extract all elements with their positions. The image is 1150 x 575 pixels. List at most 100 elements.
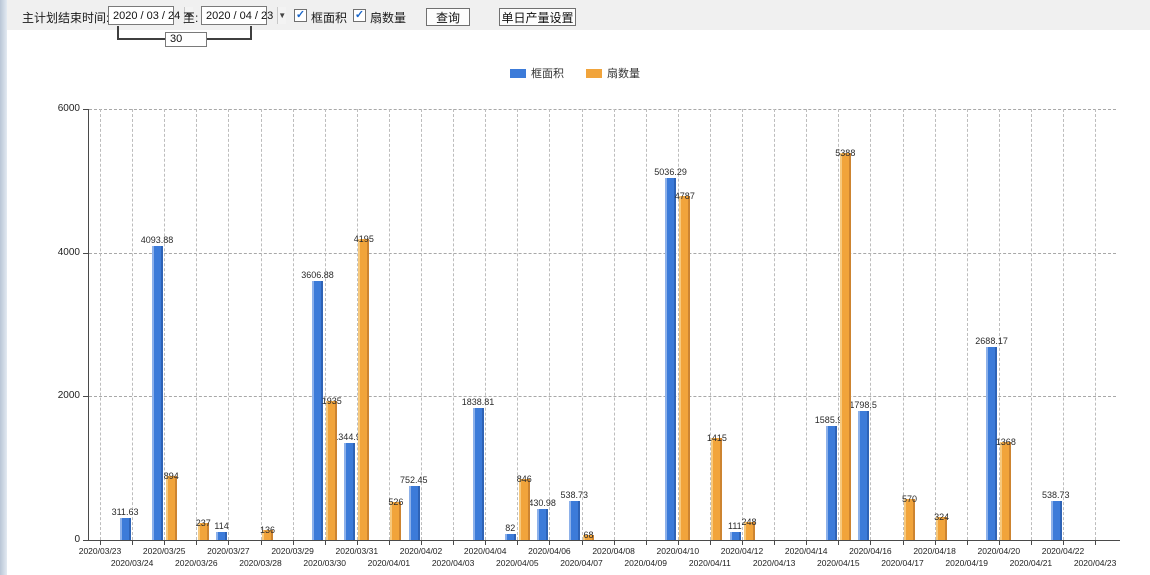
daily-output-settings-button[interactable]: 单日产量设置: [499, 8, 576, 26]
x-axis-date-label: 2020/04/12: [720, 546, 764, 556]
x-gridline: [453, 109, 455, 540]
x-axis-date-label: 2020/04/16: [849, 546, 892, 556]
x-axis-date-label: 2020/03/28: [239, 558, 282, 568]
x-gridline: [260, 109, 262, 540]
bar-fan-count: [197, 522, 209, 540]
x-gridline: [966, 109, 968, 540]
bar-value-label: 1368: [995, 436, 1016, 447]
date-to-value: 2020 / 04 / 23: [206, 9, 274, 22]
bar-frame-area: [729, 532, 741, 540]
x-axis-tick: [870, 541, 872, 545]
x-gridline: [1063, 109, 1064, 540]
bar-fan-count: [326, 401, 338, 540]
bar-value-label: 1838.81: [461, 396, 495, 407]
bar-frame-area: [857, 410, 869, 540]
legend-label: 扇数量: [607, 68, 640, 80]
y-axis-tick: [83, 109, 88, 110]
x-gridline: [934, 109, 936, 540]
bar-value-label: 4787: [674, 191, 695, 202]
check-icon: ✓: [295, 9, 306, 21]
y-axis-tick: [83, 396, 88, 398]
x-axis-tick: [100, 541, 101, 545]
chevron-down-icon[interactable]: ▼: [277, 7, 287, 24]
y-axis-tick-label: 4000: [57, 246, 80, 258]
bar-value-label: 526: [388, 497, 404, 508]
x-gridline: [645, 109, 647, 540]
bar-fan-count: [583, 535, 594, 540]
x-axis-tick: [196, 541, 198, 545]
bracket-line-right-vertical: [250, 26, 252, 40]
bar-frame-area: [151, 245, 163, 540]
interval-days-input[interactable]: 30: [165, 32, 207, 47]
x-axis-date-label: 2020/04/02: [399, 546, 443, 556]
x-axis-date-label: 2020/03/25: [142, 546, 186, 556]
x-axis-date-label: 2020/03/29: [271, 546, 314, 556]
bar-value-label: 4195: [353, 233, 374, 244]
bar-fan-count: [839, 152, 851, 540]
x-axis-tick: [677, 541, 679, 545]
bar-value-label: 237: [195, 517, 211, 528]
query-button[interactable]: 查询: [426, 8, 470, 26]
bar-value-label: 136: [260, 525, 276, 536]
bar-frame-area: [312, 280, 324, 540]
bar-frame-area: [569, 501, 580, 540]
y-axis-tick: [83, 252, 88, 254]
x-gridline: [517, 109, 519, 540]
x-axis-date-label: 2020/04/22: [1041, 546, 1085, 556]
x-gridline: [1030, 109, 1032, 540]
x-axis-date-label: 2020/04/10: [656, 546, 700, 556]
chart-legend: 框面积 扇数量: [0, 65, 1150, 81]
toolbar: 主计划结束时间: 2020 / 03 / 24 ▼ 至: 2020 / 04 /…: [7, 0, 1150, 30]
chevron-down-icon[interactable]: ▼: [184, 7, 194, 24]
frame-area-checkbox[interactable]: ✓: [294, 9, 307, 22]
y-axis-tick: [83, 540, 88, 541]
x-axis-tick: [806, 541, 808, 545]
x-axis-date-label: 2020/04/21: [1009, 558, 1053, 568]
bar-value-label: 846: [516, 474, 532, 485]
bar-value-label: 538.73: [560, 490, 589, 501]
bar-fan-count: [518, 479, 530, 540]
x-axis-tick: [260, 541, 262, 545]
bar-frame-area: [536, 509, 548, 540]
x-axis-tick: [998, 541, 1000, 545]
date-from-picker[interactable]: 2020 / 03 / 24 ▼: [108, 6, 194, 25]
bar-frame-area: [1050, 501, 1062, 540]
fan-count-checkbox-label: 扇数量: [370, 11, 407, 25]
bar-frame-area: [665, 178, 677, 540]
fan-count-checkbox[interactable]: ✓: [353, 9, 366, 22]
x-gridline: [806, 109, 808, 540]
x-axis-date-label: 2020/04/23: [1073, 558, 1117, 568]
x-axis-date-label: 2020/04/20: [977, 546, 1021, 556]
date-to-picker[interactable]: 2020 / 04 / 23 ▼: [201, 6, 287, 25]
x-gridline: [677, 109, 679, 540]
bar-value-label: 1344.95: [333, 432, 366, 443]
x-axis-line: [88, 540, 1120, 541]
x-axis-tick: [934, 541, 936, 545]
x-axis-tick: [838, 541, 840, 545]
legend-item-fan-count: 扇数量: [586, 65, 640, 81]
bar-frame-area: [825, 426, 837, 540]
x-axis-tick: [388, 541, 390, 545]
legend-swatch-fan-count: [586, 68, 602, 78]
to-label: 至:: [183, 11, 199, 25]
frame-area-checkbox-label: 框面积: [311, 11, 348, 25]
x-axis-date-label: 2020/03/30: [303, 558, 346, 568]
bar-value-label: 111: [728, 521, 742, 532]
bar-value-label: 324: [934, 511, 950, 522]
x-axis-tick: [902, 541, 904, 545]
bar-value-label: 1415: [706, 433, 727, 444]
x-gridline: [998, 109, 1000, 540]
bracket-line-left-vertical: [117, 26, 119, 40]
bar-value-label: 430.98: [528, 498, 556, 509]
y-gridline: [89, 252, 1116, 254]
x-axis-date-label: 2020/04/09: [624, 558, 667, 568]
x-axis-date-label: 2020/04/18: [913, 546, 956, 556]
bar-fan-count: [904, 499, 915, 540]
x-gridline: [324, 109, 326, 540]
bar-value-label: 894: [163, 470, 179, 481]
bar-frame-area: [408, 485, 420, 540]
x-axis-date-label: 2020/04/04: [463, 546, 507, 556]
bar-frame-area: [504, 534, 516, 540]
bar-fan-count: [262, 530, 273, 540]
bar-value-label: 570: [902, 494, 918, 505]
